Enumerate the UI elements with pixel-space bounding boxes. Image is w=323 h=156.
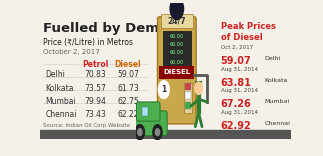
Text: 60.00: 60.00: [170, 50, 184, 55]
Text: 59.07: 59.07: [221, 56, 251, 66]
Text: Kolkata: Kolkata: [265, 78, 288, 83]
Circle shape: [195, 82, 203, 94]
Text: 73.43: 73.43: [85, 110, 106, 119]
Text: Diesel: Diesel: [115, 60, 141, 68]
Text: Aug 31, 2014: Aug 31, 2014: [221, 88, 258, 93]
Text: October 2, 2017: October 2, 2017: [43, 49, 99, 55]
Bar: [141, 107, 148, 116]
Circle shape: [170, 0, 183, 20]
Bar: [185, 102, 191, 109]
Circle shape: [155, 129, 160, 136]
Text: Source: Indian Oil Corp Website: Source: Indian Oil Corp Website: [43, 123, 130, 128]
Text: 63.81: 63.81: [221, 78, 252, 88]
Text: Chennai: Chennai: [45, 110, 77, 119]
Text: 73.57: 73.57: [85, 84, 106, 93]
Text: Price (₹/Litre) in Metros: Price (₹/Litre) in Metros: [43, 38, 133, 47]
Text: Aug 31, 2014: Aug 31, 2014: [221, 110, 258, 115]
Bar: [185, 92, 191, 99]
Bar: [195, 81, 202, 85]
Circle shape: [158, 81, 169, 99]
Bar: [185, 83, 191, 90]
Text: Oct 2, 2017: Oct 2, 2017: [221, 45, 253, 50]
Text: Delhi: Delhi: [265, 56, 281, 61]
Text: 62.22: 62.22: [117, 110, 139, 119]
Bar: [183, 83, 192, 113]
Text: Aug 31, 2014: Aug 31, 2014: [221, 67, 258, 72]
Circle shape: [135, 125, 144, 140]
Text: Kolkata: Kolkata: [45, 84, 74, 93]
Bar: [162, 31, 191, 66]
Text: Mumbai: Mumbai: [265, 99, 289, 104]
Bar: [161, 14, 193, 28]
FancyBboxPatch shape: [129, 111, 167, 136]
Text: DIESEL: DIESEL: [163, 69, 190, 76]
Text: Peak Prices
of Diesel: Peak Prices of Diesel: [221, 22, 276, 42]
Text: 61.73: 61.73: [117, 84, 139, 93]
Text: Chennai: Chennai: [265, 121, 290, 126]
Text: 67.26: 67.26: [221, 99, 251, 109]
FancyBboxPatch shape: [137, 102, 160, 121]
Text: 1: 1: [161, 85, 166, 94]
Circle shape: [153, 125, 162, 140]
Text: 79.94: 79.94: [85, 97, 106, 106]
Bar: [159, 66, 194, 79]
Text: 60.00: 60.00: [170, 42, 184, 47]
Text: Mumbai: Mumbai: [45, 97, 76, 106]
Text: 60.00: 60.00: [170, 60, 184, 65]
Text: Fuelled by Demand: Fuelled by Demand: [43, 22, 187, 35]
Text: 59.07: 59.07: [117, 70, 139, 79]
Text: 62.92: 62.92: [221, 121, 251, 131]
Text: 62.75: 62.75: [117, 97, 139, 106]
Text: 24/7: 24/7: [168, 17, 186, 25]
Text: 60.00: 60.00: [170, 34, 184, 39]
FancyBboxPatch shape: [158, 17, 196, 124]
Text: 70.83: 70.83: [85, 70, 106, 79]
Text: Delhi: Delhi: [45, 70, 65, 79]
Bar: [40, 130, 291, 139]
Circle shape: [138, 129, 142, 136]
Text: Petrol: Petrol: [82, 60, 109, 68]
